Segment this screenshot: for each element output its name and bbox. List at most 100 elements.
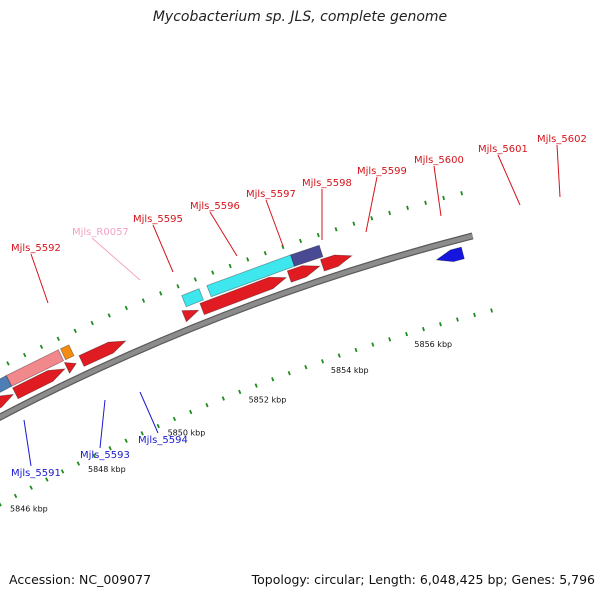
gene-label-reverse: Mjls_5591 bbox=[11, 468, 61, 479]
inner-scale-tick bbox=[405, 331, 408, 337]
inner-scale-tick bbox=[189, 409, 193, 415]
outer-scale-tick bbox=[316, 232, 320, 238]
gene-label-forward: Mjls_5598 bbox=[302, 178, 352, 189]
feature-block-salmon[interactable] bbox=[5, 349, 65, 387]
inner-scale-tick bbox=[205, 402, 209, 408]
inner-scale-tick bbox=[238, 389, 242, 395]
inner-scale-tick bbox=[13, 493, 18, 499]
accession-text: Accession: NC_009077 bbox=[9, 572, 152, 587]
feature-bands bbox=[0, 244, 324, 393]
genome-backbone bbox=[0, 232, 474, 422]
backbone-line bbox=[0, 233, 474, 420]
gene-label-forward: Mjls_5592 bbox=[11, 243, 61, 254]
forward-cds-arrow[interactable] bbox=[319, 254, 353, 272]
inner-scale-tick bbox=[45, 477, 49, 482]
label-leader-line bbox=[23, 419, 32, 467]
label-leader-line bbox=[91, 237, 141, 281]
map-title: Mycobacterium sp. JLS, complete genome bbox=[152, 9, 448, 25]
gene-label-forward: Mjls_5599 bbox=[357, 166, 407, 177]
inner-scale-tick bbox=[254, 383, 258, 388]
label-leader-line bbox=[209, 211, 238, 257]
outer-scale-tick bbox=[6, 361, 10, 366]
label-leader-line bbox=[365, 176, 378, 233]
label-leader-line bbox=[99, 399, 106, 449]
feature-block-slate[interactable] bbox=[290, 244, 324, 267]
outer-scale-tick bbox=[211, 270, 215, 275]
inner-scale-tick bbox=[60, 469, 65, 474]
inner-scale-tick bbox=[422, 326, 425, 332]
reverse-cds-arrow[interactable] bbox=[435, 246, 465, 263]
inner-scale-tick bbox=[321, 359, 325, 364]
outer-scale-tick bbox=[176, 284, 180, 289]
inner-scale-tick bbox=[337, 353, 341, 358]
label-leader-line bbox=[152, 224, 174, 273]
inner-scale-tick bbox=[456, 317, 459, 322]
outer-scale-tick bbox=[370, 216, 374, 221]
outer-scale-tick bbox=[159, 291, 163, 296]
forward-cds-arrow[interactable] bbox=[12, 368, 66, 400]
outer-scale-tick bbox=[107, 313, 111, 318]
scale-ticks bbox=[0, 191, 493, 507]
inner-scale-tick bbox=[0, 502, 2, 507]
coordinate-label: 5846 kbp bbox=[10, 504, 48, 513]
forward-cds-arrow[interactable] bbox=[0, 393, 15, 427]
inner-scale-tick bbox=[108, 445, 112, 451]
gene-label-forward: Mjls_5597 bbox=[246, 189, 296, 200]
inner-scale-tick bbox=[371, 342, 375, 347]
outer-scale-tick bbox=[193, 277, 197, 282]
outer-scale-tick bbox=[56, 336, 60, 341]
inner-scale-tick bbox=[29, 485, 33, 490]
label-leader-line bbox=[265, 199, 284, 247]
label-leader-line bbox=[556, 144, 561, 198]
gene-label-reverse: Mjls_5593 bbox=[80, 450, 130, 461]
forward-cds-arrow[interactable] bbox=[181, 309, 200, 323]
inner-scale-tick bbox=[354, 347, 358, 353]
outer-scale-tick bbox=[424, 200, 427, 205]
forward-cds-arrow[interactable] bbox=[78, 340, 127, 367]
feature-block-cyan[interactable] bbox=[181, 288, 204, 308]
outer-scale-tick bbox=[406, 205, 409, 210]
feature-block-orange[interactable] bbox=[59, 344, 75, 361]
inner-scale-tick bbox=[490, 308, 493, 313]
forward-cds-arrow[interactable] bbox=[63, 362, 77, 375]
gene-label-forward: Mjls_5601 bbox=[478, 144, 528, 155]
coordinate-label: 5854 kbp bbox=[331, 366, 369, 375]
coordinate-label: 5848 kbp bbox=[88, 465, 126, 474]
outer-scale-tick bbox=[352, 221, 356, 226]
inner-scale-tick bbox=[124, 438, 128, 443]
gene-label-forward: Mjls_5602 bbox=[537, 134, 587, 145]
outer-scale-tick bbox=[124, 305, 128, 311]
inner-scale-tick bbox=[287, 370, 291, 376]
gene-label-forward: Mjls_5595 bbox=[133, 214, 183, 225]
genome-summary-text: Topology: circular; Length: 6,048,425 bp… bbox=[251, 572, 595, 587]
outer-scale-tick bbox=[246, 257, 250, 262]
gene-label-forward: Mjls_5596 bbox=[190, 201, 240, 212]
label-leader-line bbox=[139, 391, 159, 434]
inner-scale-tick bbox=[304, 364, 308, 370]
outer-scale-tick bbox=[388, 210, 392, 216]
coordinate-label: 5850 kbp bbox=[168, 429, 206, 438]
outer-scale-tick bbox=[73, 328, 77, 334]
inner-scale-tick bbox=[140, 431, 144, 436]
label-leader-line bbox=[30, 253, 49, 304]
outer-scale-tick bbox=[263, 250, 267, 256]
label-leaders bbox=[23, 144, 561, 467]
inner-scale-tick bbox=[76, 461, 81, 466]
forward-cds-arrow[interactable] bbox=[199, 276, 288, 316]
forward-cds-arrow[interactable] bbox=[286, 265, 321, 283]
inner-scale-tick bbox=[439, 322, 442, 327]
coordinate-label: 5856 kbp bbox=[414, 340, 452, 349]
inner-scale-tick bbox=[221, 396, 225, 401]
outer-scale-tick bbox=[39, 344, 44, 350]
label-leader-line bbox=[497, 154, 521, 206]
outer-scale-tick bbox=[442, 195, 445, 201]
outer-scale-tick bbox=[460, 191, 464, 196]
outer-scale-tick bbox=[90, 320, 94, 326]
gene-features bbox=[0, 246, 465, 427]
outer-scale-tick bbox=[228, 263, 232, 269]
inner-scale-tick bbox=[172, 416, 177, 422]
coordinate-label: 5852 kbp bbox=[249, 396, 287, 405]
gene-label-rna: Mjls_R0057 bbox=[72, 227, 129, 238]
